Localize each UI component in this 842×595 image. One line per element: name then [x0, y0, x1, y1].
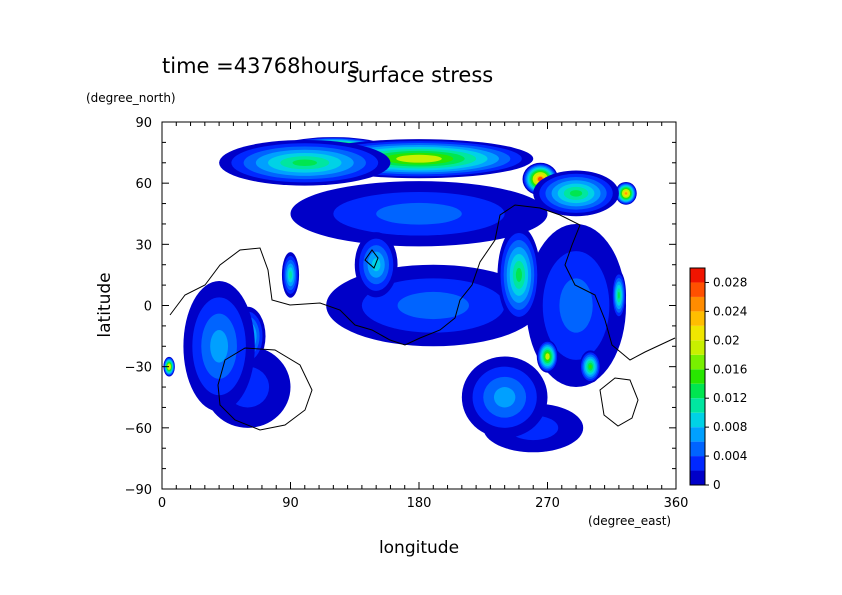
y-tick-label: 90	[135, 116, 152, 131]
time-label: time =43768hours	[162, 54, 360, 78]
hotspot-9-level-6	[289, 271, 292, 279]
hotspot-11	[497, 225, 541, 324]
background-region-2	[526, 223, 627, 388]
hotspot-4-level-10	[407, 156, 431, 161]
y-tick-label: −30	[125, 361, 152, 376]
x-tick-label: 0	[158, 496, 166, 511]
colorbar-swatch	[690, 427, 705, 442]
hotspot-3-level-13	[625, 192, 627, 195]
x-axis-title: longitude	[379, 538, 459, 558]
hotspot-10	[354, 232, 398, 298]
hotspot-3	[615, 181, 637, 205]
hotspot-16-level-4	[210, 329, 229, 363]
colorbar-swatch	[690, 441, 705, 457]
colorbar-swatch	[690, 412, 705, 428]
axis-ticks	[161, 121, 677, 490]
colorbar-swatch	[690, 456, 705, 471]
colorbar-swatch	[690, 470, 705, 485]
chart-title: surface stress	[347, 63, 493, 87]
coastline-south-america	[599, 377, 639, 427]
colorbar-tick-label: 0.016	[713, 362, 747, 376]
x-tick-label: 360	[664, 496, 689, 511]
hotspot-10-level-5	[371, 258, 381, 272]
x-tick-labels: 0 90 180 270 360	[158, 496, 689, 511]
colorbar-swatch	[690, 354, 705, 370]
colorbar-tick-label: 0.024	[713, 304, 747, 318]
coastline-africa	[169, 204, 676, 361]
background-region-0-level-3	[376, 202, 462, 225]
coastline-island	[364, 249, 379, 269]
hotspot-9	[281, 252, 300, 298]
colorbar-tick-label: 0.008	[713, 420, 747, 434]
colorbar-tick-label: 0.004	[713, 449, 747, 463]
background-region-2-level-3	[559, 278, 593, 333]
colorbar-swatch	[690, 325, 705, 341]
hotspot-14	[611, 270, 627, 320]
hotspot-7	[163, 356, 175, 377]
hotspot-6-level-7	[569, 190, 583, 197]
colorbar-swatch	[690, 296, 705, 312]
hotspot-15	[461, 356, 548, 439]
colorbar-tick-label: 0.02	[713, 333, 740, 347]
y-tick-label: −60	[125, 422, 152, 437]
hotspot-5-level-7	[292, 159, 318, 167]
colorbar-tick-label: 0.028	[713, 275, 747, 289]
hotspot-14-level-7	[617, 291, 620, 299]
y-tick-label: −90	[125, 483, 152, 498]
y-axis-title: latitude	[95, 272, 115, 337]
hotspot-11-level-7	[515, 267, 523, 282]
colorbar-swatch	[690, 398, 705, 413]
hotspot-12-level-10	[546, 354, 549, 359]
colorbar-swatch	[690, 311, 705, 326]
coastline-australia	[217, 347, 313, 431]
y-tick-label: 30	[135, 238, 152, 253]
hotspot-2-level-14	[539, 177, 542, 181]
hotspot-6	[533, 170, 619, 217]
x-tick-label: 270	[535, 496, 560, 511]
hotspot-12	[536, 340, 559, 373]
hotspot-5	[219, 139, 391, 186]
hotspot-15-level-4	[493, 387, 516, 408]
colorbar-frame	[689, 267, 706, 486]
colorbar-tick-labels: 0.028 0.024 0.02 0.016 0.012 0.008 0.004 0	[713, 275, 747, 492]
colorbar-swatch	[690, 369, 705, 384]
colorbar-swatch	[690, 268, 705, 283]
x-tick-label: 90	[282, 496, 299, 511]
colorbar-swatch	[690, 340, 705, 355]
y-tick-label: 0	[144, 300, 152, 315]
y-tick-labels: 90 60 30 0 −30 −60 −90	[125, 116, 152, 498]
colorbar-swatch	[690, 282, 705, 297]
background-region-1-level-3	[397, 291, 469, 320]
colorbar-tick-label: 0	[713, 478, 721, 492]
colorbar	[689, 267, 709, 486]
colorbar-swatch	[690, 383, 705, 399]
hotspot-16	[183, 281, 255, 412]
background-region-0	[290, 181, 548, 247]
x-tick-label: 180	[407, 496, 432, 511]
y-axis-unit: (degree_north)	[86, 91, 176, 105]
hotspot-13	[579, 350, 602, 383]
hotspot-13-level-8	[588, 364, 592, 369]
colorbar-tick-label: 0.012	[713, 391, 747, 405]
coastlines	[169, 204, 676, 431]
x-axis-unit: (degree_east)	[588, 514, 671, 528]
y-tick-label: 60	[135, 177, 152, 192]
